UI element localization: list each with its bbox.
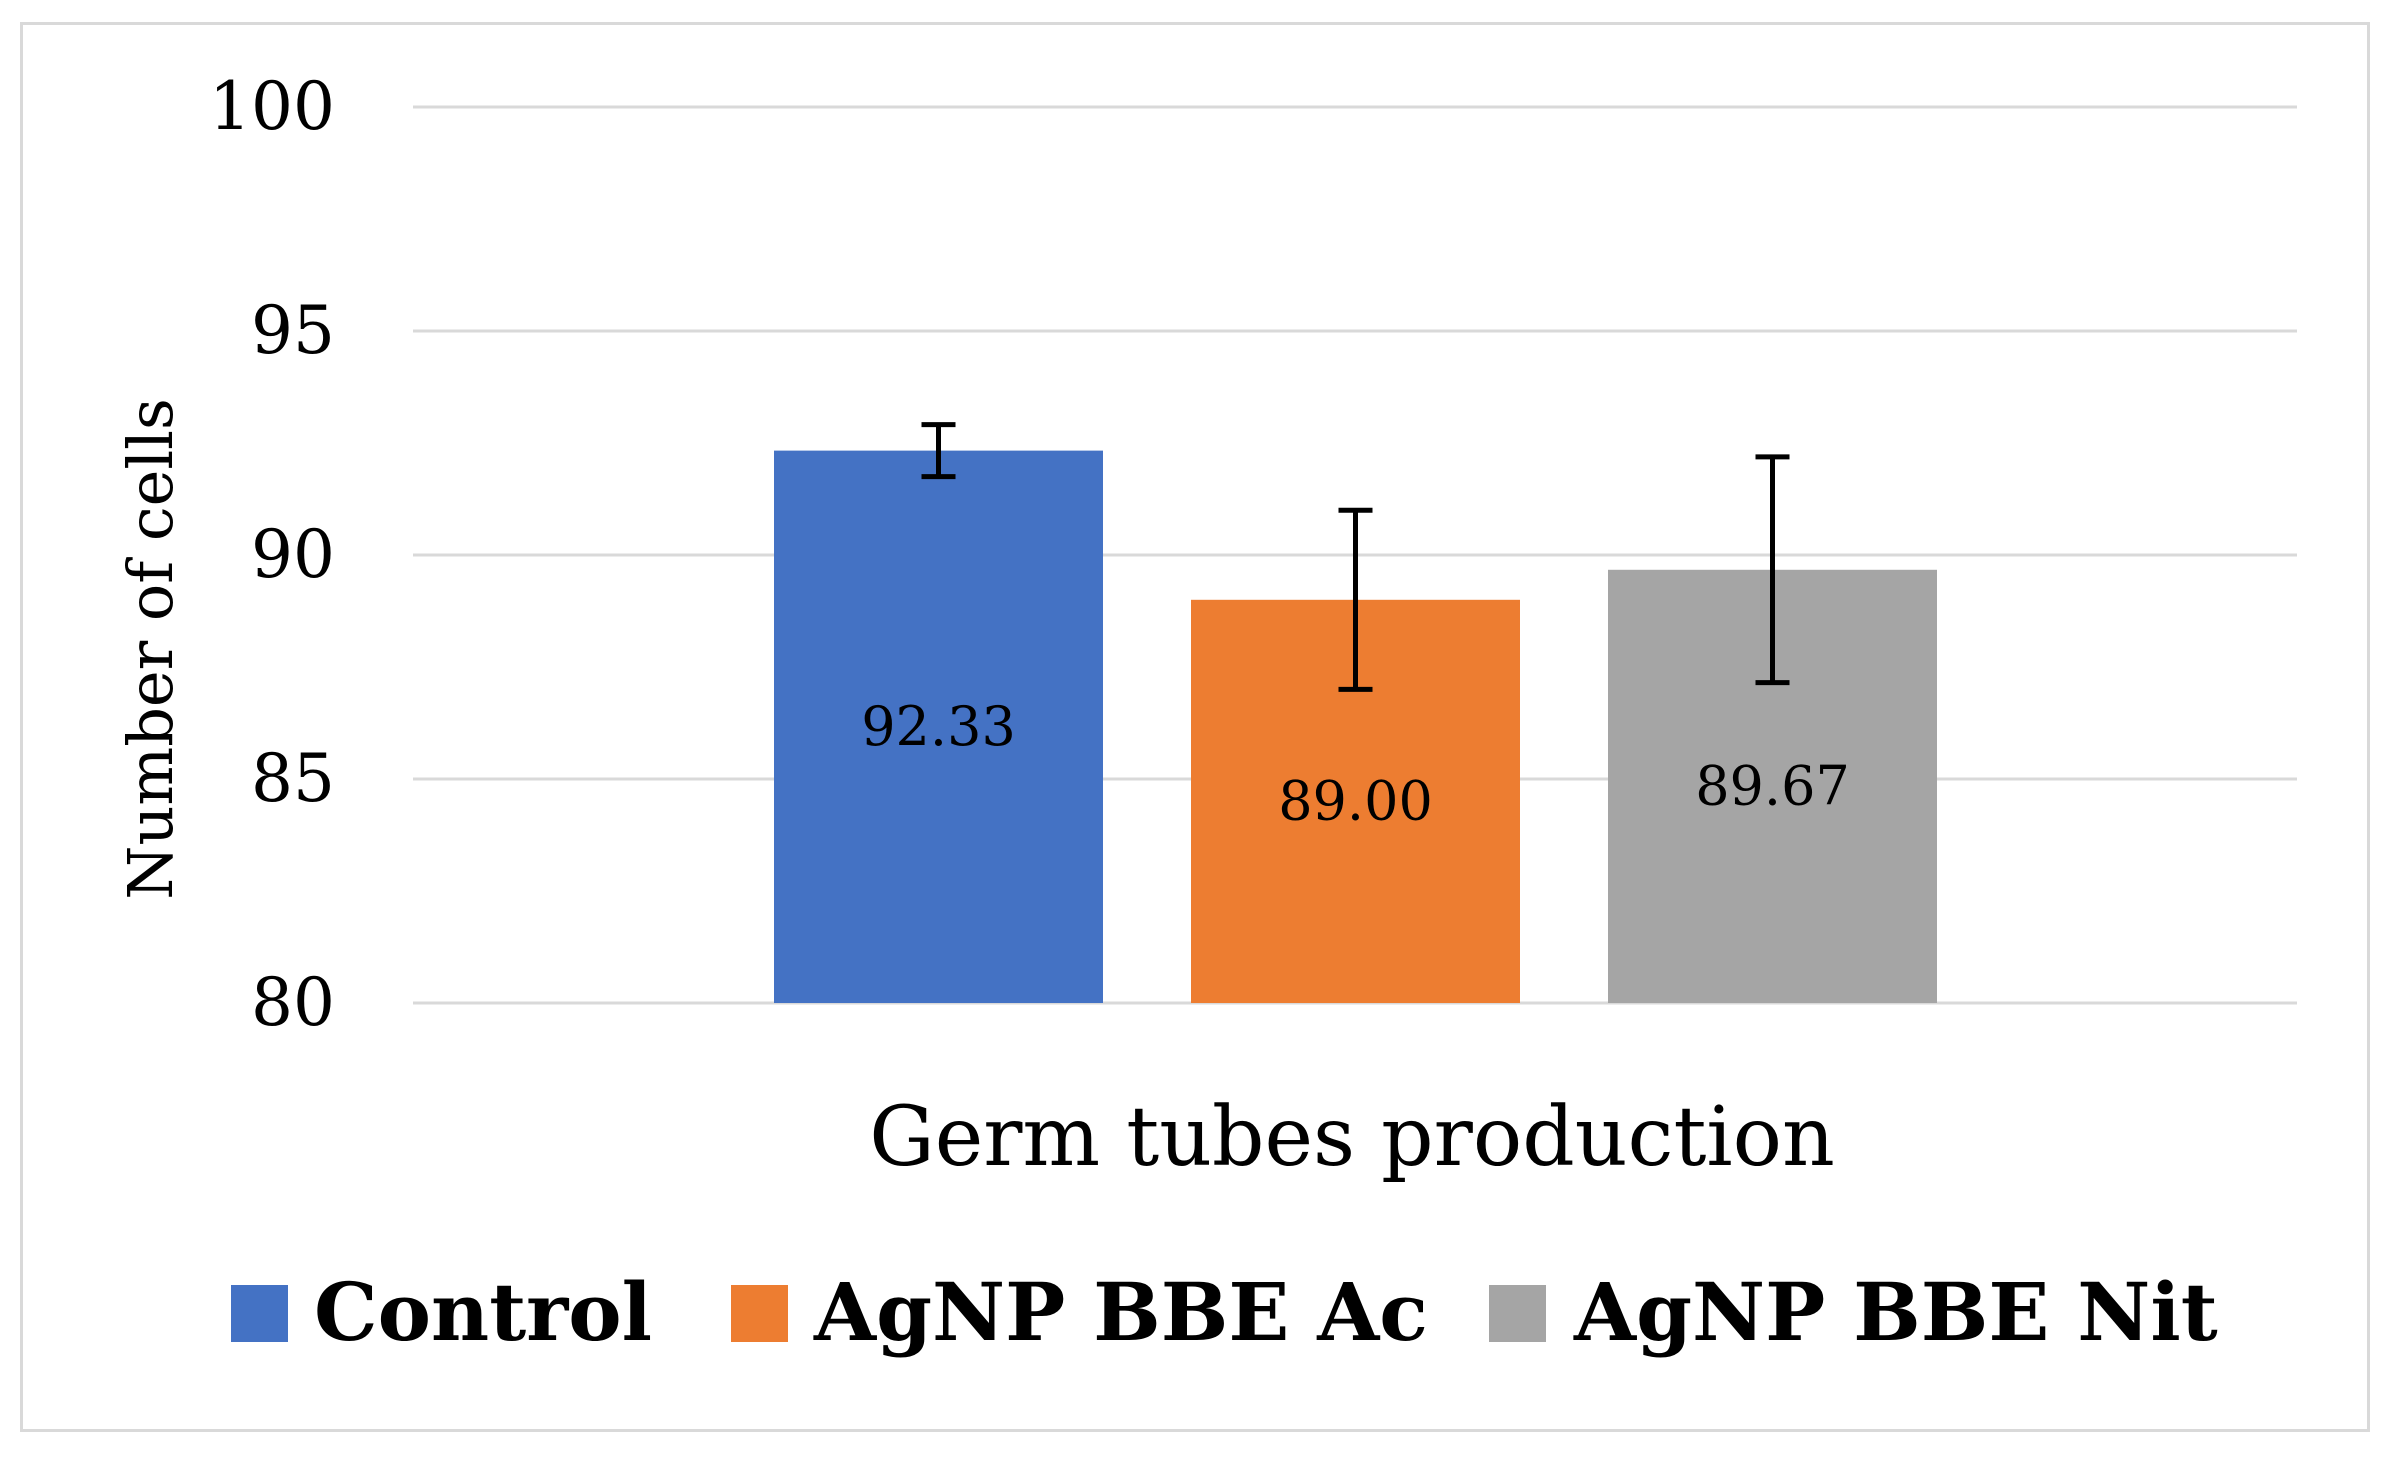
legend-item: AgNP BBE Nit [1489,1265,2218,1359]
y-axis-ticks: 80 85 90 95 100 [209,68,335,1041]
x-axis-label: Germ tubes production [869,1090,1835,1185]
legend-swatch [731,1285,788,1342]
bar-control [774,450,1103,1004]
data-label: 89.00 [1278,769,1433,832]
legend-swatch [1489,1285,1546,1342]
legend-label: Control [314,1265,652,1359]
error-bar [1755,454,1790,686]
legend: Control AgNP BBE Ac AgNP BBE Nit [231,1265,2218,1359]
y-axis-label: Number of cells [114,398,187,900]
data-label: 92.33 [861,695,1016,758]
y-tick-label: 95 [251,292,335,369]
legend-label: AgNP BBE Ac [813,1265,1428,1359]
y-tick-label: 100 [209,68,335,145]
y-tick-label: 80 [251,964,335,1041]
data-label: 89.67 [1695,754,1850,817]
error-bar [1338,507,1373,692]
legend-label: AgNP BBE Nit [1573,1265,2218,1359]
error-bar [921,422,956,480]
data-labels: 92.33 89.00 89.67 [861,695,1850,833]
error-bars [921,422,1790,692]
legend-item: AgNP BBE Ac [731,1265,1428,1359]
legend-item: Control [231,1265,652,1359]
legend-swatch [231,1285,288,1342]
y-tick-label: 90 [251,516,335,593]
y-tick-label: 85 [251,740,335,817]
